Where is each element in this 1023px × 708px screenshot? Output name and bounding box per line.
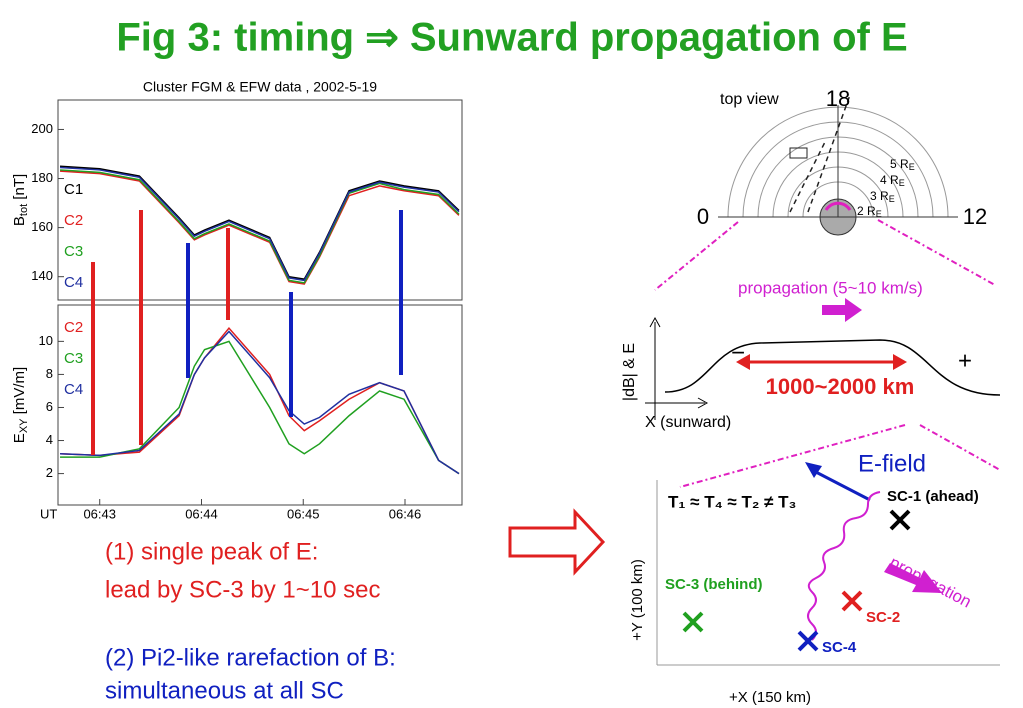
notes: (1) single peak of E: lead by SC-3 by 1~…	[105, 538, 396, 704]
label: −	[731, 339, 745, 366]
series-label: C2	[64, 319, 83, 336]
label: SC-4	[822, 639, 857, 656]
plots: Cluster FGM & EFW data , 2002-5-19 140 160…	[11, 79, 463, 521]
arrowhead	[805, 462, 822, 478]
y-label-part: [nT]	[11, 174, 28, 204]
series-line	[60, 330, 460, 475]
positions	[656, 462, 1000, 666]
y-tick-label: 140	[31, 268, 53, 283]
label: E-field	[858, 450, 926, 477]
marker	[824, 201, 852, 211]
connectors	[654, 219, 1001, 488]
y-label-part: B	[11, 216, 28, 226]
e-arrow	[811, 468, 871, 502]
label: propagation	[886, 553, 974, 612]
y-tick-label: 200	[31, 121, 53, 136]
label: 1000~2000 km	[766, 374, 915, 399]
cross	[889, 509, 911, 531]
label: T₁ ≈ T₄ ≈ T₂ ≠ T₃	[668, 492, 796, 511]
timing-bars	[91, 210, 403, 455]
label: X (sunward)	[645, 414, 731, 431]
radii: 5 RE 4 RE 3 RE 2 RE	[857, 157, 915, 219]
arrowhead	[697, 397, 709, 409]
y-label-part: E	[11, 433, 28, 443]
x-label: UT	[40, 506, 57, 521]
y-label: Btot [nT]	[11, 174, 30, 226]
dashed	[789, 139, 827, 213]
connector	[877, 219, 996, 286]
note: simultaneous at all SC	[105, 677, 344, 704]
series-label: C4	[64, 381, 83, 398]
wave-front	[807, 491, 881, 641]
y-tick-label: 160	[31, 219, 53, 234]
x-tick-label: 06:46	[389, 506, 422, 521]
x-tick-label: 06:44	[185, 506, 218, 521]
cross	[841, 590, 863, 612]
note: lead by SC-3 by 1~10 sec	[105, 576, 381, 603]
box	[789, 147, 808, 159]
cross	[797, 630, 819, 652]
note: (1) single peak of E:	[105, 538, 318, 565]
series-label: C2	[64, 212, 83, 229]
label: 0	[697, 204, 709, 229]
label: +	[958, 347, 972, 374]
dashed	[807, 94, 851, 213]
y-tick-label: 8	[46, 366, 53, 381]
profile-curve	[664, 339, 1001, 396]
label: +X (150 km)	[729, 689, 811, 706]
series-label: C4	[64, 274, 83, 291]
series-line	[59, 169, 460, 284]
y-tick-label: 6	[46, 399, 53, 414]
series-label: C3	[64, 350, 83, 367]
y-tick-label: 10	[39, 333, 53, 348]
label: top view	[720, 91, 779, 108]
label: 2 RE	[857, 204, 882, 219]
slide-title: Fig 3: timing ⇒ Sunward propagation of E	[116, 16, 907, 60]
label: +Y (100 km)	[629, 559, 646, 641]
arrow	[822, 298, 862, 322]
arrow	[884, 563, 942, 593]
label: 5 RE	[890, 157, 915, 172]
plot-frame	[57, 304, 463, 506]
x-tick-label: 06:43	[83, 506, 116, 521]
plot-title: Cluster FGM & EFW data , 2002-5-19	[143, 79, 377, 95]
connector	[654, 221, 739, 291]
y-label-part: XY	[18, 418, 30, 433]
y-label-part: [mV/m]	[11, 367, 28, 419]
profile	[645, 316, 1001, 420]
series-line	[60, 340, 460, 475]
y-tick-label: 2	[46, 465, 53, 480]
y-label-part: tot	[18, 204, 30, 216]
label: SC-1 (ahead)	[887, 488, 979, 505]
y-label: EXY [mV/m]	[11, 367, 30, 443]
label: 3 RE	[870, 189, 895, 204]
top-view	[718, 94, 958, 236]
series-label: C1	[64, 181, 83, 198]
hollow-arrow	[508, 508, 606, 576]
label: propagation (5~10 km/s)	[738, 278, 923, 297]
x-tick-label: 06:45	[287, 506, 320, 521]
label: 18	[826, 86, 850, 111]
label: SC-2	[866, 609, 900, 626]
label: 4 RE	[880, 173, 905, 188]
connector	[919, 424, 1001, 471]
series-line	[59, 166, 460, 282]
arrowhead	[649, 316, 661, 328]
note: (2) Pi2-like rarefaction of B:	[105, 644, 396, 671]
connector	[679, 424, 906, 488]
series-label: C3	[64, 243, 83, 260]
y-tick-label: 180	[31, 170, 53, 185]
plot-frame	[57, 99, 463, 301]
label: SC-3 (behind)	[665, 576, 763, 593]
y-tick-label: 4	[46, 432, 53, 447]
label: |dB| & E	[621, 343, 638, 401]
cross	[682, 611, 704, 633]
label: 12	[963, 204, 987, 229]
